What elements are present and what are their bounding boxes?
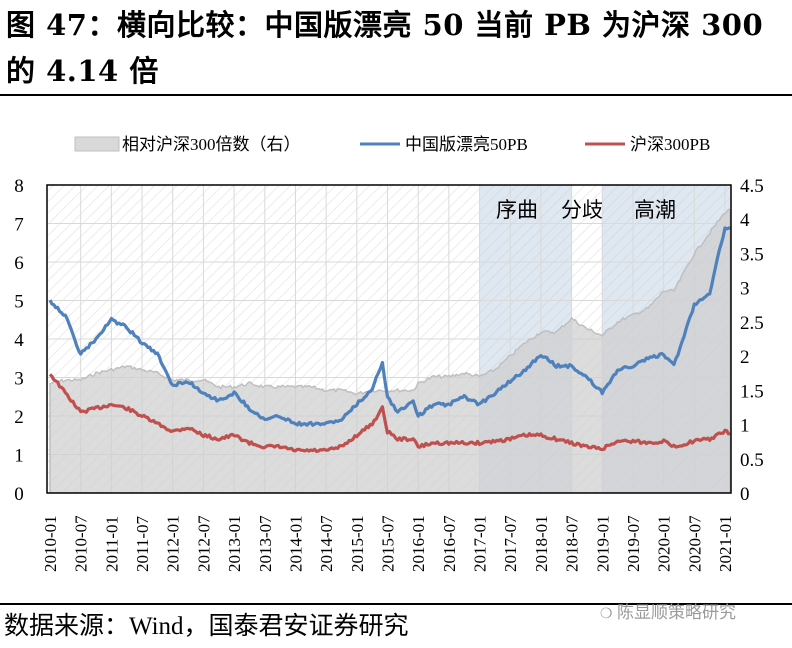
x-tick-label: 2010-07 <box>72 515 91 572</box>
y-right-tick-label: 1.5 <box>740 381 764 402</box>
x-tick-label: 2018-01 <box>532 515 551 572</box>
x-tick-label: 2012-01 <box>164 515 183 572</box>
x-tick-label: 2011-01 <box>102 516 121 572</box>
x-tick-label: 2010-01 <box>41 515 60 572</box>
y-left-tick-label: 5 <box>14 292 24 313</box>
legend-swatch-ratio <box>74 136 120 152</box>
y-right-tick-label: 0.5 <box>740 450 764 471</box>
x-tick-label: 2014-07 <box>317 515 336 572</box>
phase-annotations: 序曲 分歧 高潮 <box>496 198 676 222</box>
series-hs300-pb-line <box>48 373 731 453</box>
data-source: 数据来源：Wind，国泰君安证券研究 <box>4 613 409 640</box>
y-left-tick-label: 0 <box>14 484 24 505</box>
y-left-tick-label: 2 <box>14 407 24 428</box>
y-right-tick-label: 0 <box>740 484 750 505</box>
x-tick-label: 2015-01 <box>348 515 367 572</box>
series-beauty50-pb-line <box>48 225 731 427</box>
y-left-tick-label: 4 <box>14 330 24 351</box>
series-layer <box>48 208 731 493</box>
x-tick-label: 2019-07 <box>624 515 643 572</box>
x-tick-label: 2011-07 <box>133 515 152 572</box>
x-tick-label: 2021-01 <box>716 515 735 572</box>
y-left-tick-label: 6 <box>14 253 24 274</box>
legend-label-ratio: 相对沪深300倍数（右） <box>122 135 301 154</box>
phase-label: 分歧 <box>561 198 603 222</box>
y-left-tick-label: 7 <box>14 215 24 236</box>
y-right-tick-label: 3 <box>740 279 750 300</box>
plot-frame <box>46 184 732 494</box>
watermark-text: 陈显顺策略研究 <box>617 603 737 623</box>
phase-label: 高潮 <box>634 198 676 222</box>
figure-title: 图 47：横向比较：中国版漂亮 50 当前 PB 为沪深 300 的 4.14 … <box>6 2 792 94</box>
y-left-tick-label: 3 <box>14 369 24 390</box>
y-right-tick-label: 4 <box>740 210 750 231</box>
x-tick-label: 2013-01 <box>225 515 244 572</box>
y-axis-left: 0 1 2 3 4 5 6 7 8 <box>14 176 24 505</box>
legend: 相对沪深300倍数（右） 中国版漂亮50PB 沪深300PB <box>74 135 710 154</box>
y-axis-right: 0 0.5 1 1.5 2 2.5 3 3.5 4 4.5 <box>740 176 764 505</box>
series-ratio-area <box>49 208 731 493</box>
legend-label-beauty50: 中国版漂亮50PB <box>405 135 528 154</box>
x-tick-label: 2013-07 <box>256 515 275 572</box>
x-tick-label: 2020-01 <box>655 515 674 572</box>
y-right-tick-label: 2 <box>740 347 750 368</box>
x-tick-label: 2014-01 <box>286 515 305 572</box>
top-rule <box>0 94 792 96</box>
wechat-icon: ❍ <box>600 606 618 622</box>
x-tick-label: 2012-07 <box>194 515 213 572</box>
x-tick-label: 2018-07 <box>563 515 582 572</box>
x-tick-label: 2017-07 <box>501 515 520 572</box>
y-right-tick-label: 4.5 <box>740 176 764 197</box>
bottom-rule <box>0 603 792 605</box>
phase-label: 序曲 <box>496 198 538 222</box>
y-left-tick-label: 8 <box>14 176 24 197</box>
x-tick-label: 2019-01 <box>593 515 612 572</box>
y-right-tick-label: 3.5 <box>740 244 764 265</box>
x-tick-label: 2016-07 <box>440 515 459 572</box>
y-right-tick-label: 1 <box>740 416 750 437</box>
legend-label-hs300: 沪深300PB <box>630 135 710 154</box>
x-tick-label: 2015-07 <box>379 515 398 572</box>
x-axis: 2010-01 2010-07 2011-01 2011-07 2012-01 2012-… <box>41 515 735 572</box>
x-tick-label: 2016-01 <box>409 515 428 572</box>
y-right-tick-label: 2.5 <box>740 313 764 334</box>
y-left-tick-label: 1 <box>14 446 24 467</box>
watermark: ❍ 陈显顺策略研究 <box>600 598 736 623</box>
x-tick-label: 2020-07 <box>685 515 704 572</box>
figure-title-line2: 的 4.14 倍 <box>6 54 159 88</box>
x-tick-label: 2017-01 <box>471 515 490 572</box>
figure-title-line1: 图 47：横向比较：中国版漂亮 50 当前 PB 为沪深 300 <box>6 8 764 42</box>
